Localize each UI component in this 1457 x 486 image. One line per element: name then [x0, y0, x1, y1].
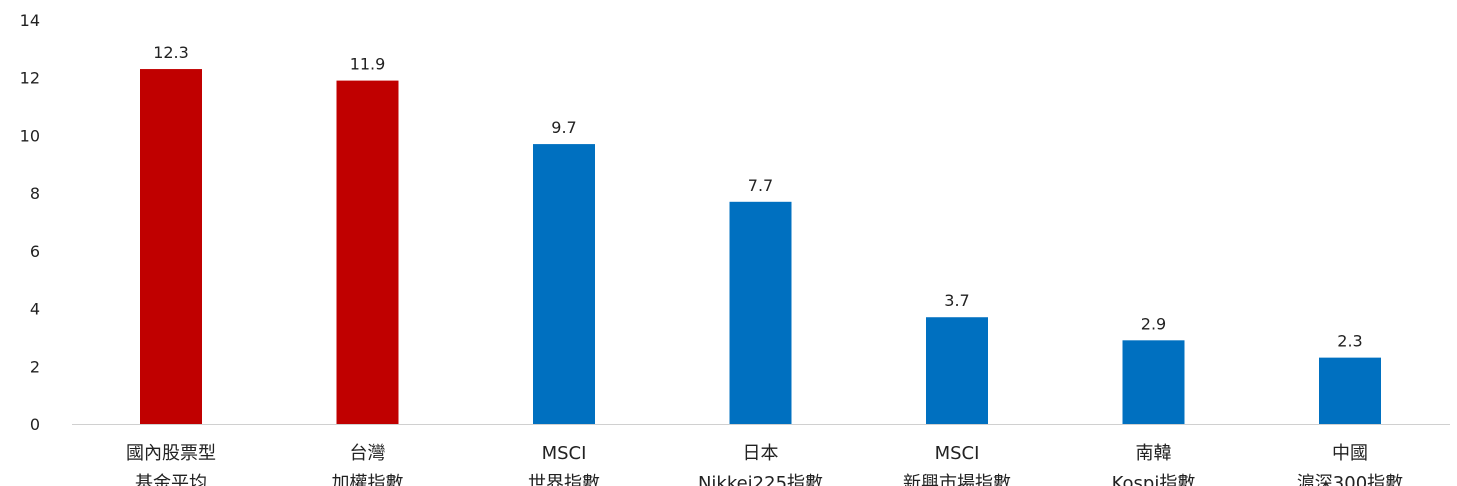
category-label: 新興市場指數	[903, 473, 1011, 486]
bar	[533, 144, 595, 425]
y-tick-label: 10	[20, 126, 40, 145]
y-tick-label: 14	[20, 11, 40, 30]
category-label: 中國	[1332, 443, 1368, 464]
y-tick-label: 4	[30, 300, 40, 319]
bars-group	[140, 69, 1381, 425]
category-label: 世界指數	[528, 473, 600, 486]
category-label: 滬深300指數	[1297, 473, 1403, 486]
category-label: 台灣	[350, 443, 386, 464]
category-label: MSCI	[542, 443, 587, 464]
category-label: 國內股票型	[126, 443, 216, 464]
bar	[1319, 357, 1381, 424]
y-axis-ticks: 0 2 4 6 8 10 12 14	[20, 11, 40, 434]
y-tick-label: 2	[30, 357, 40, 376]
category-label: 基金平均	[135, 473, 207, 486]
y-tick-label: 12	[20, 69, 40, 88]
bar	[729, 201, 792, 424]
bar-value-label: 7.7	[748, 176, 773, 195]
bar-value-label: 11.9	[350, 55, 386, 74]
data-labels-group: 12.3 11.9 9.7 7.7 3.7 2.9 2.3	[153, 43, 1363, 351]
bar-value-label: 2.9	[1141, 314, 1166, 333]
y-tick-label: 0	[30, 415, 40, 434]
bar	[926, 317, 988, 424]
bar-value-label: 2.3	[1337, 332, 1362, 351]
category-label: MSCI	[935, 443, 980, 464]
bar-value-label: 3.7	[944, 291, 969, 310]
bar	[140, 69, 202, 425]
category-label: 日本	[743, 443, 779, 464]
y-tick-label: 6	[30, 242, 40, 261]
y-tick-label: 8	[30, 184, 40, 203]
category-label: Nikkei225指數	[698, 473, 823, 486]
category-label: 南韓	[1136, 443, 1172, 464]
bar	[1122, 340, 1185, 424]
bar	[336, 80, 399, 424]
bar-value-label: 12.3	[153, 43, 189, 62]
bar-value-label: 9.7	[551, 118, 576, 137]
category-label: 加權指數	[332, 473, 404, 486]
category-label: Kospi指數	[1112, 473, 1196, 486]
